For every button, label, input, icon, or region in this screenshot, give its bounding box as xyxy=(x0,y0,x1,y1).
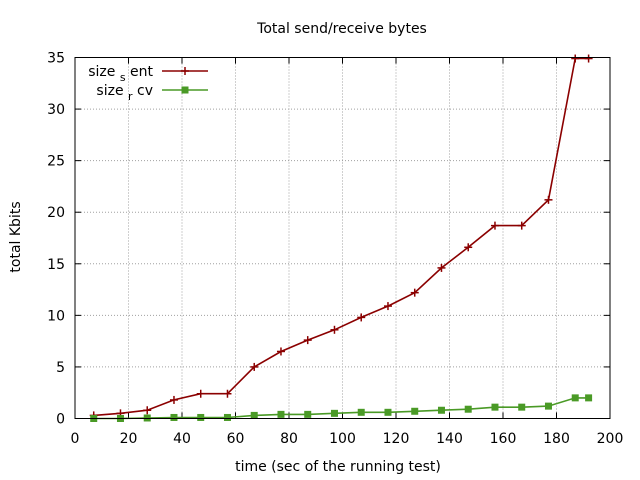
y-tick-label: 35 xyxy=(47,51,65,67)
series-sizercv xyxy=(90,394,593,422)
data-point-marker xyxy=(437,406,445,414)
x-axis-label: time (sec of the running test) xyxy=(235,459,441,475)
data-point-marker xyxy=(518,403,526,411)
data-point-marker xyxy=(544,402,552,410)
data-point-marker xyxy=(277,410,285,418)
data-point-marker xyxy=(170,413,178,421)
data-point-marker xyxy=(250,411,258,419)
plot-frame xyxy=(74,57,611,419)
x-tick-label: 120 xyxy=(383,431,410,447)
x-tick-label: 80 xyxy=(280,431,298,447)
data-point-marker xyxy=(464,405,472,413)
y-tick-label: 15 xyxy=(47,257,65,273)
series-line xyxy=(93,397,589,420)
data-point-marker xyxy=(223,413,231,421)
chart-title: Total send/receive bytes xyxy=(256,21,427,37)
series-line xyxy=(93,57,589,417)
axis-ticks: 0 20 40 60 80 100 120 140 160 180 200 0 5 10 15 20 25 30 3… xyxy=(47,51,623,448)
x-tick-label: 160 xyxy=(490,431,517,447)
data-point-marker xyxy=(181,86,189,94)
data-point-marker xyxy=(357,408,365,416)
x-tick-label: 100 xyxy=(329,431,356,447)
grid xyxy=(75,57,610,419)
data-point-marker xyxy=(197,413,205,421)
data-point-marker xyxy=(571,394,579,402)
x-tick-label: 180 xyxy=(543,431,570,447)
x-tick-label: 60 xyxy=(227,431,245,447)
legend-label: size s ent xyxy=(88,64,153,84)
data-point-marker xyxy=(330,409,338,417)
data-point-marker xyxy=(143,414,151,422)
x-tick-label: 200 xyxy=(597,431,624,447)
y-tick-label: 20 xyxy=(47,205,65,221)
x-tick-label: 20 xyxy=(120,431,138,447)
data-point-marker xyxy=(384,408,392,416)
x-tick-label: 0 xyxy=(71,431,80,447)
data-point-marker xyxy=(585,394,593,402)
data-point-marker xyxy=(491,403,499,411)
legend-label: size r cv xyxy=(96,83,153,103)
x-tick-label: 40 xyxy=(173,431,191,447)
y-tick-label: 0 xyxy=(56,412,65,428)
x-tick-label: 140 xyxy=(436,431,463,447)
data-point-marker xyxy=(304,410,312,418)
data-point-marker xyxy=(411,407,419,415)
y-tick-label: 30 xyxy=(47,102,65,118)
y-tick-label: 5 xyxy=(56,360,65,376)
y-axis-label: total Kbits xyxy=(8,201,24,272)
y-tick-label: 25 xyxy=(47,154,65,170)
series-layer xyxy=(89,54,593,422)
y-tick-label: 10 xyxy=(47,308,65,324)
